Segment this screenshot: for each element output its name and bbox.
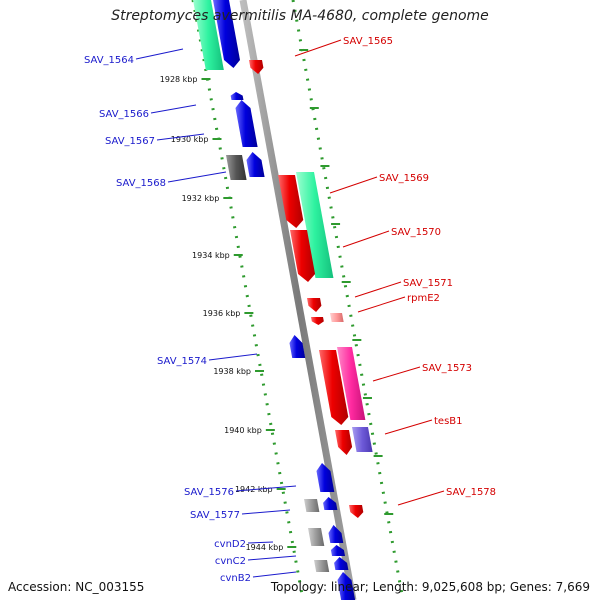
gene-label-tesb1[interactable]: tesB1	[434, 416, 463, 427]
scale-label: 1938 kbp	[213, 367, 251, 376]
genome-summary-text: Topology: linear; Length: 9,025,608 bp; …	[270, 580, 590, 594]
gene-cvnC2-b[interactable]	[314, 560, 330, 572]
accession-text: Accession: NC_003155	[8, 580, 145, 594]
label-leader-line	[208, 353, 258, 361]
label-leader-line	[384, 419, 433, 435]
gene-label-sav_1578[interactable]: SAV_1578	[446, 487, 496, 498]
gene-label-sav_1570[interactable]: SAV_1570	[391, 227, 441, 238]
label-leader-line	[167, 171, 227, 183]
gene-sav-1564[interactable]	[213, 0, 240, 68]
label-leader-line	[252, 571, 297, 578]
gene-label-cvnd2[interactable]: cvnD2	[214, 539, 246, 550]
gene-sav-1578[interactable]	[349, 505, 364, 518]
sequence-backbone	[239, 0, 357, 601]
feature-rpmE2-domain[interactable]	[330, 313, 344, 322]
gene-sav-1571[interactable]	[307, 298, 322, 312]
scale-ticks: 1928 kbp 1930 kbp 1932 kbp 1934 kbp 1936 kbp…	[160, 75, 297, 552]
gene-cvnD2[interactable]	[328, 525, 344, 543]
gene-tesB1[interactable]	[335, 430, 353, 455]
gene-sav-1569[interactable]	[278, 175, 304, 228]
gene-sav-1568[interactable]	[246, 152, 265, 177]
feature-sav-1564-domain[interactable]	[193, 0, 224, 70]
gene-label-sav_1568[interactable]: SAV_1568	[116, 178, 166, 189]
scale-label: 1932 kbp	[182, 194, 220, 203]
label-leader-line	[397, 490, 445, 506]
gene-sav-1576[interactable]	[316, 463, 335, 492]
label-leader-line	[357, 296, 406, 313]
feature-tesB1-domain[interactable]	[352, 427, 373, 452]
gene-sav-1573[interactable]	[319, 350, 349, 425]
gene-rpmE2[interactable]	[311, 317, 324, 325]
scale-label: 1928 kbp	[160, 75, 198, 84]
label-leader-line	[135, 48, 184, 60]
label-leader-line	[150, 104, 197, 114]
label-leader-line	[156, 133, 205, 141]
coordinate-rulers	[191, 0, 405, 601]
gene-sav-1576-b[interactable]	[304, 499, 320, 512]
ruler-plus	[291, 0, 405, 601]
gene-label-sav_1574[interactable]: SAV_1574	[157, 356, 207, 367]
label-leader-line	[241, 509, 291, 515]
gene-sav-1568-pseudo[interactable]	[226, 155, 247, 180]
gene-label-sav_1576[interactable]: SAV_1576	[184, 487, 234, 498]
gene-cvnB2[interactable]	[334, 557, 349, 570]
gene-cvnB2-b[interactable]	[337, 572, 356, 600]
gene-cvnC2[interactable]	[330, 545, 346, 556]
gene-label-sav_1565[interactable]: SAV_1565	[343, 36, 393, 47]
ruler-minus	[191, 0, 305, 601]
gene-sav-1567[interactable]	[235, 100, 258, 147]
feature-sav-1569-domain[interactable]	[296, 172, 334, 278]
gene-label-sav_1564[interactable]: SAV_1564	[84, 55, 134, 66]
gene-sav-1577[interactable]	[323, 497, 338, 510]
gene-label-sav_1571[interactable]: SAV_1571	[403, 278, 453, 289]
gene-label-sav_1573[interactable]: SAV_1573	[422, 363, 472, 374]
gene-label-cvnb2[interactable]: cvnB2	[220, 573, 251, 584]
gene-label-cvnc2[interactable]: cvnC2	[215, 556, 246, 567]
gene-sav-1565[interactable]	[249, 60, 264, 74]
label-leader-line	[294, 39, 342, 57]
gene-sav-1577-b[interactable]	[308, 528, 325, 546]
label-leader-line	[342, 230, 390, 248]
gene-label-sav_1567[interactable]: SAV_1567	[105, 136, 155, 147]
label-leader-line	[354, 281, 402, 298]
gene-label-sav_1566[interactable]: SAV_1566	[99, 109, 149, 120]
label-leader-line	[247, 555, 297, 561]
label-leader-line	[247, 541, 274, 544]
scale-label: 1940 kbp	[224, 426, 262, 435]
gene-sav-1570[interactable]	[290, 230, 316, 282]
scale-label: 1944 kbp	[246, 543, 284, 552]
gene-labels: SAV_1565 SAV_1569 SAV_1570 SAV_1571 rpmE2 SAV…	[84, 36, 496, 584]
feature-sav-1573-domain[interactable]	[337, 347, 366, 420]
label-leader-line	[235, 485, 297, 492]
scale-label: 1934 kbp	[192, 251, 230, 260]
scale-label: 1936 kbp	[203, 309, 241, 318]
gene-label-sav_1577[interactable]: SAV_1577	[190, 510, 240, 521]
label-leader-line	[329, 176, 378, 194]
scale-label: 1930 kbp	[171, 135, 209, 144]
gene-label-rpme2[interactable]: rpmE2	[407, 293, 440, 304]
genome-title: Streptomyces avermitilis MA-4680, comple…	[111, 8, 489, 24]
gene-sav-1574[interactable]	[289, 335, 306, 358]
label-leader-line	[372, 366, 421, 382]
gene-label-sav_1569[interactable]: SAV_1569	[379, 173, 429, 184]
gene-features	[193, 0, 373, 600]
gene-sav-1566[interactable]	[230, 92, 244, 100]
